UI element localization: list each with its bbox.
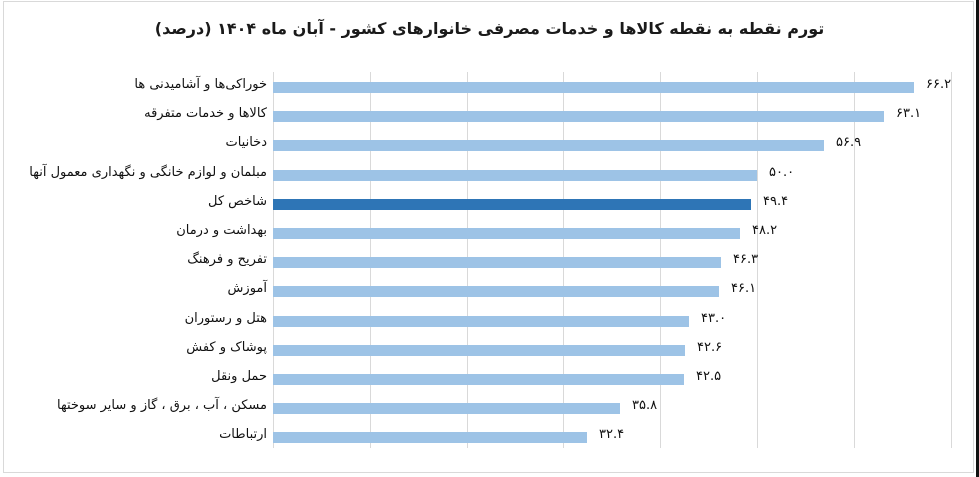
bar-row: آموزش ۴۶.۱ — [0, 277, 979, 306]
category-label: مسکن ، آب ، برق ، گاز و سایر سوختها — [56, 398, 267, 413]
bar-highlight — [273, 199, 751, 210]
category-label: مبلمان و لوازم خانگی و نگهداری معمول آنه… — [29, 165, 267, 180]
category-label: حمل ونقل — [211, 369, 267, 384]
gridline — [757, 72, 758, 448]
category-label: هتل و رستوران — [184, 311, 267, 326]
value-label: ۵۰.۰ — [769, 165, 795, 180]
value-label: ۴۳.۰ — [701, 311, 727, 326]
bar — [273, 403, 620, 414]
bar-row: بهداشت و درمان ۴۸.۲ — [0, 219, 979, 248]
bar-row: کالاها و خدمات متفرقه ۶۳.۱ — [0, 102, 979, 131]
bar — [273, 432, 587, 443]
bar — [273, 316, 689, 327]
bar — [273, 374, 684, 385]
category-label: آموزش — [227, 281, 267, 296]
bar-row: دخانیات ۵۶.۹ — [0, 131, 979, 160]
bar-row: شاخص کل ۴۹.۴ — [0, 190, 979, 219]
bar — [273, 345, 685, 356]
category-label: تفریح و فرهنگ — [187, 252, 267, 267]
value-label: ۴۶.۱ — [731, 281, 757, 296]
chart-title: تورم نقطه به نقطه کالاها و خدمات مصرفی خ… — [154, 19, 825, 38]
category-label: خوراکی‌ها و آشامیدنی ها — [134, 77, 267, 92]
value-label: ۳۲.۴ — [599, 427, 625, 442]
bar — [273, 228, 740, 239]
category-label: پوشاک و کفش — [186, 340, 267, 355]
value-label: ۶۳.۱ — [896, 106, 922, 121]
bar — [273, 140, 824, 151]
category-label: ارتباطات — [219, 427, 267, 442]
bar-row: هتل و رستوران ۴۳.۰ — [0, 307, 979, 336]
value-label: ۴۶.۳ — [733, 252, 759, 267]
value-label: ۳۵.۸ — [632, 398, 658, 413]
bar — [273, 82, 914, 93]
gridline — [951, 72, 952, 448]
value-label: ۴۲.۵ — [696, 369, 722, 384]
bar-row: ارتباطات ۳۲.۴ — [0, 423, 979, 452]
bar-row: تفریح و فرهنگ ۴۶.۳ — [0, 248, 979, 277]
value-label: ۴۹.۴ — [763, 194, 789, 209]
bar-row: مسکن ، آب ، برق ، گاز و سایر سوختها ۳۵.۸ — [0, 394, 979, 423]
bar — [273, 257, 721, 268]
value-label: ۴۸.۲ — [752, 223, 778, 238]
value-label: ۵۶.۹ — [836, 135, 862, 150]
bar — [273, 111, 884, 122]
category-label: دخانیات — [225, 135, 267, 150]
category-label: کالاها و خدمات متفرقه — [144, 106, 267, 121]
value-label: ۶۶.۲ — [926, 77, 952, 92]
gridline — [854, 72, 855, 448]
category-label: بهداشت و درمان — [176, 223, 267, 238]
category-label: شاخص کل — [208, 194, 267, 209]
bar-row: خوراکی‌ها و آشامیدنی ها ۶۶.۲ — [0, 73, 979, 102]
bar-row: مبلمان و لوازم خانگی و نگهداری معمول آنه… — [0, 161, 979, 190]
value-label: ۴۲.۶ — [697, 340, 723, 355]
bar — [273, 170, 757, 181]
bar-row: حمل ونقل ۴۲.۵ — [0, 365, 979, 394]
bar — [273, 286, 719, 297]
bar-row: پوشاک و کفش ۴۲.۶ — [0, 336, 979, 365]
right-edge-strip — [976, 0, 979, 477]
